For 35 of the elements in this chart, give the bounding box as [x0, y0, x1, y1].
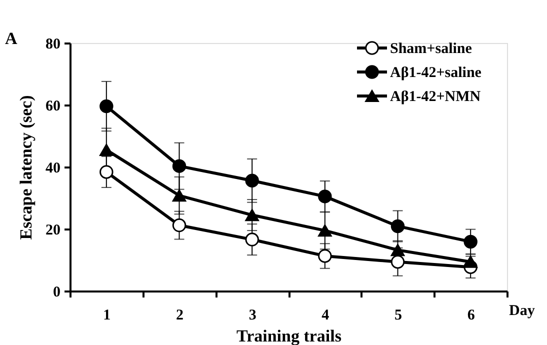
point: [318, 190, 332, 204]
y-tick-label: 80: [46, 36, 60, 52]
y-tick-label: 20: [46, 222, 60, 238]
y-tick-label: 0: [53, 284, 60, 300]
x-tick-label: 6: [467, 308, 476, 324]
y-tick-label: 60: [46, 98, 60, 114]
text: A: [5, 29, 18, 48]
y-axis-title: Escape latency (sec): [16, 95, 36, 240]
legend-label: Sham+saline: [390, 41, 472, 57]
point: [245, 174, 259, 188]
point: [172, 218, 186, 232]
point: [464, 234, 478, 249]
point: [172, 189, 186, 202]
y-tick-label: 40: [46, 160, 60, 176]
point: [390, 244, 405, 256]
point: [245, 232, 259, 246]
point: [390, 255, 405, 269]
point: [172, 159, 186, 173]
point: [318, 224, 332, 237]
legend-label: Aβ1-42+NMN: [390, 89, 481, 105]
x-tick-label: 1: [103, 308, 111, 324]
point: [100, 144, 114, 156]
point: [464, 256, 478, 268]
x-tick-label: 5: [394, 308, 402, 324]
point: [318, 249, 332, 263]
x-tick-label: 3: [248, 308, 256, 324]
point: [245, 208, 259, 222]
point: [100, 99, 114, 114]
text: Day: [509, 303, 536, 319]
x-axis-title: Training trails: [236, 326, 342, 345]
x-tick-label: 4: [322, 308, 330, 324]
x-tick-label: 2: [176, 308, 184, 324]
legend-label: Aβ1-42+saline: [390, 65, 482, 81]
point: [100, 165, 114, 179]
point: [390, 219, 405, 234]
